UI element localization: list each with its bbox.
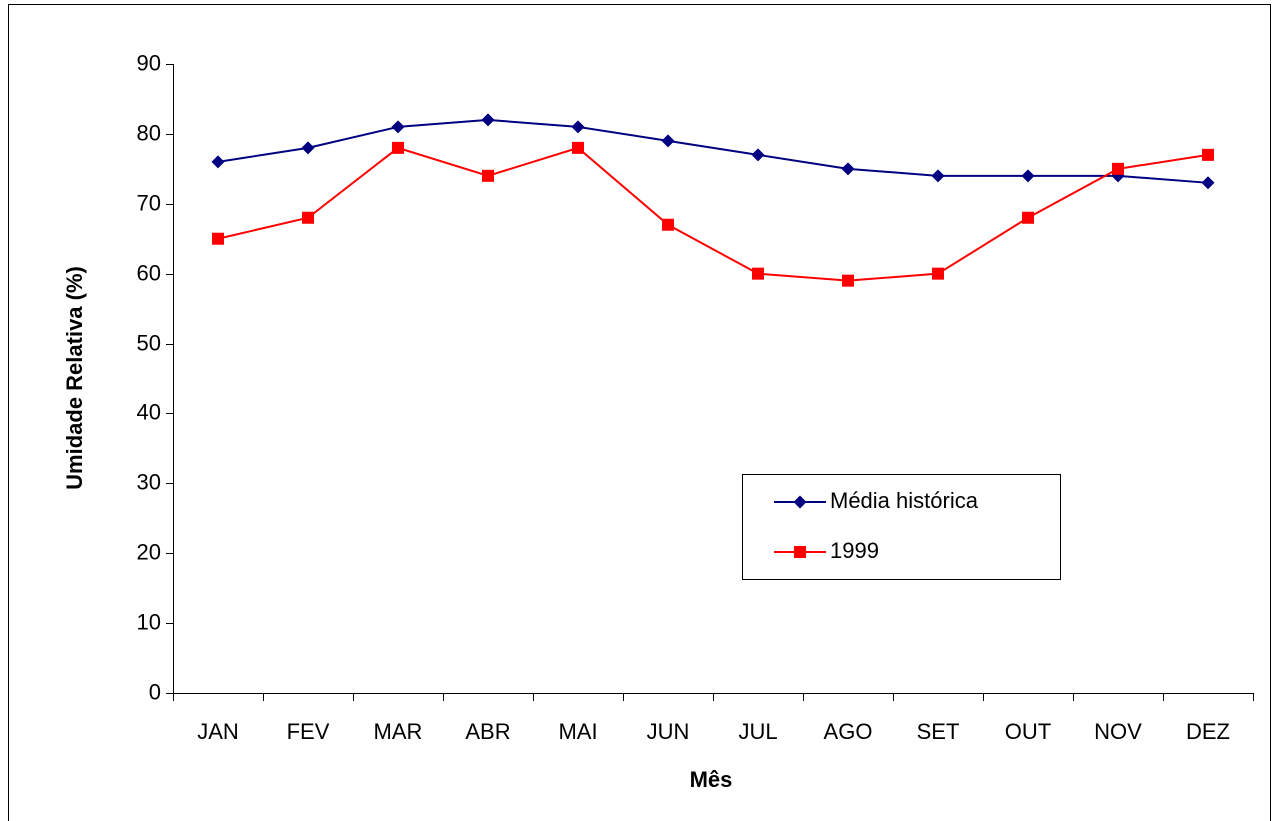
x-tick-label: JUL bbox=[738, 719, 777, 744]
legend-label: Média histórica bbox=[830, 488, 979, 513]
data-point bbox=[571, 120, 585, 134]
data-point bbox=[301, 141, 315, 155]
y-tick-label: 90 bbox=[137, 50, 161, 75]
x-tick-label: AGO bbox=[824, 719, 873, 744]
x-tick-label: OUT bbox=[1005, 719, 1051, 744]
data-point bbox=[751, 148, 765, 162]
data-point bbox=[481, 113, 495, 127]
y-tick-label: 60 bbox=[137, 260, 161, 285]
y-tick-label: 50 bbox=[137, 330, 161, 355]
y-tick-label: 10 bbox=[137, 609, 161, 634]
data-point bbox=[1021, 169, 1035, 183]
y-tick-label: 0 bbox=[149, 679, 161, 704]
data-point bbox=[572, 141, 584, 154]
data-point bbox=[211, 155, 225, 169]
data-point bbox=[302, 211, 314, 224]
data-point bbox=[932, 267, 944, 280]
y-tick-label: 80 bbox=[137, 120, 161, 145]
data-point bbox=[1112, 162, 1124, 175]
data-point bbox=[662, 218, 674, 231]
series-line bbox=[217, 118, 1209, 184]
data-point bbox=[842, 274, 854, 287]
legend-box bbox=[742, 474, 1061, 580]
data-point bbox=[392, 141, 404, 154]
data-point bbox=[1202, 148, 1214, 161]
x-tick-label: JAN bbox=[197, 719, 239, 744]
x-tick-label: MAI bbox=[558, 719, 597, 744]
x-tick-label: JUN bbox=[647, 719, 690, 744]
chart-frame bbox=[8, 4, 1271, 821]
data-point bbox=[931, 169, 945, 183]
y-tick-label: 20 bbox=[137, 539, 161, 564]
y-axis-title: Umidade Relativa (%) bbox=[62, 266, 87, 490]
y-tick-label: 30 bbox=[137, 469, 161, 494]
legend-marker bbox=[793, 495, 807, 509]
data-point bbox=[752, 267, 764, 280]
x-tick-label: MAR bbox=[374, 719, 423, 744]
legend-marker bbox=[794, 546, 806, 558]
data-point bbox=[482, 169, 494, 182]
legend-label: 1999 bbox=[830, 538, 879, 563]
x-tick-label: ABR bbox=[465, 719, 510, 744]
data-point bbox=[391, 120, 405, 134]
data-point bbox=[212, 232, 224, 245]
series-line bbox=[217, 146, 1209, 282]
x-tick-label: DEZ bbox=[1186, 719, 1230, 744]
data-point bbox=[1022, 211, 1034, 224]
data-point bbox=[661, 134, 675, 148]
y-tick-label: 40 bbox=[137, 399, 161, 424]
data-point bbox=[1201, 176, 1215, 190]
data-point bbox=[841, 162, 855, 176]
x-tick-label: FEV bbox=[287, 719, 330, 744]
x-tick-label: NOV bbox=[1094, 719, 1142, 744]
x-axis-title: Mês bbox=[690, 767, 733, 792]
x-tick-label: SET bbox=[917, 719, 960, 744]
y-tick-label: 70 bbox=[137, 190, 161, 215]
